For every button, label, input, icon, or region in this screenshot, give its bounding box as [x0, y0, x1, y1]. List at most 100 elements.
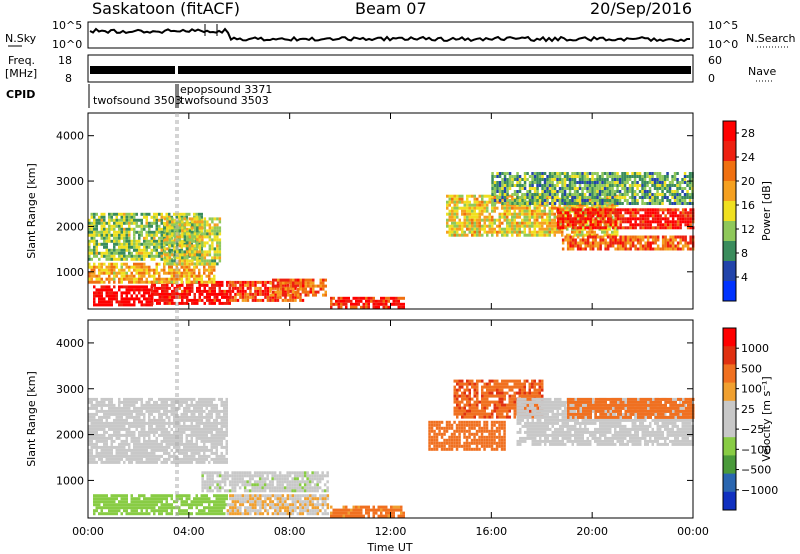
echo-cell: [656, 178, 659, 181]
echo-cell: [138, 248, 141, 252]
echo-cell: [531, 209, 534, 213]
echo-cell: [661, 208, 665, 212]
echo-cell: [456, 200, 459, 204]
echo-cell: [581, 187, 584, 190]
echo-cell: [541, 212, 544, 216]
echo-cell: [208, 271, 211, 275]
echo-cell: [123, 503, 126, 507]
echo-cell: [282, 278, 285, 282]
echo-cell: [284, 283, 287, 287]
echo-cell: [105, 503, 108, 507]
echo-cell: [463, 233, 466, 237]
echo-cell: [145, 509, 148, 513]
echo-cell: [548, 181, 552, 184]
echo-cell: [203, 223, 207, 227]
echo-cell: [196, 223, 199, 227]
echo-cell: [606, 217, 610, 221]
echo-cell: [193, 500, 196, 504]
echo-cell: [181, 220, 184, 224]
echo-cell: [301, 298, 305, 302]
echo-cell: [196, 232, 199, 236]
echo-cell: [543, 230, 546, 234]
echo-cell: [98, 268, 101, 272]
echo-cell: [528, 193, 532, 196]
echo-cell: [130, 274, 133, 278]
echo-cell: [153, 239, 156, 243]
echo-cell: [158, 280, 161, 284]
echo-cell: [608, 187, 612, 190]
echo-cell: [601, 199, 604, 202]
echo-cell: [239, 289, 242, 293]
echo-cell: [161, 283, 164, 287]
echo-cell: [110, 257, 113, 261]
echo-cell: [491, 194, 494, 198]
echo-cell: [103, 403, 106, 407]
echo-cell: [183, 250, 187, 254]
echo-cell: [118, 224, 121, 228]
echo-cell: [198, 226, 202, 230]
echo-cell: [591, 211, 595, 215]
echo-cell: [173, 221, 176, 225]
echo-cell: [206, 235, 209, 239]
echo-cell: [324, 278, 327, 282]
echo-cell: [591, 175, 594, 178]
echo-cell: [198, 259, 202, 263]
echo-cell: [259, 280, 262, 284]
echo-cell: [259, 494, 262, 498]
echo-cell: [115, 460, 118, 464]
echo-cell: [125, 218, 128, 222]
echo-cell: [118, 442, 121, 446]
echo-cell: [473, 227, 476, 231]
echo-cell: [277, 278, 280, 282]
echo-cell: [98, 288, 101, 292]
echo-cell: [130, 221, 133, 225]
echo-cell: [108, 227, 111, 231]
noise-line: [89, 27, 690, 43]
echo-cell: [198, 283, 201, 287]
echo-cell: [98, 503, 101, 507]
echo-cell: [143, 265, 146, 269]
echo-cell: [503, 209, 506, 213]
echo-cell: [621, 238, 625, 242]
echo-cell: [226, 509, 230, 513]
echo-cell: [284, 298, 287, 302]
echo-cell: [221, 301, 224, 305]
cpid-text-2: twofsound 3503: [180, 94, 269, 107]
echo-cell: [148, 271, 151, 275]
echo-cell: [143, 500, 146, 504]
echo-cell: [236, 494, 240, 498]
echo-cell: [193, 239, 196, 243]
echo-cell: [150, 500, 153, 504]
echo-cell: [458, 218, 461, 222]
echo-cell: [103, 400, 106, 404]
echo-cell: [503, 215, 506, 219]
echo-cell: [688, 184, 692, 187]
freq-panel: [87, 54, 694, 83]
echo-cell: [125, 406, 128, 410]
echo-cell: [113, 433, 116, 437]
echo-cell: [123, 227, 126, 231]
echo-cell: [98, 500, 101, 504]
echo-cell: [350, 305, 353, 309]
echo-cell: [481, 218, 484, 222]
echo-cell: [186, 235, 189, 239]
echo-cell: [196, 238, 199, 242]
echo-cell: [563, 206, 566, 210]
echo-cell: [299, 278, 302, 282]
echo-cell: [623, 190, 627, 193]
echo-cell: [105, 500, 108, 504]
echo-cell: [118, 403, 121, 407]
echo-cell: [287, 290, 290, 294]
echo-cell: [108, 457, 111, 461]
echo-cell: [576, 187, 579, 190]
echo-cell: [118, 445, 121, 449]
echo-cell: [629, 247, 632, 251]
echo-cell: [501, 190, 504, 193]
echo-cell: [115, 406, 118, 410]
echo-cell: [671, 193, 674, 196]
echo-cell: [513, 218, 516, 222]
echo-cell: [158, 506, 161, 510]
echo-cell: [611, 203, 614, 207]
echo-cell: [115, 448, 118, 452]
echo-cell: [239, 500, 242, 504]
